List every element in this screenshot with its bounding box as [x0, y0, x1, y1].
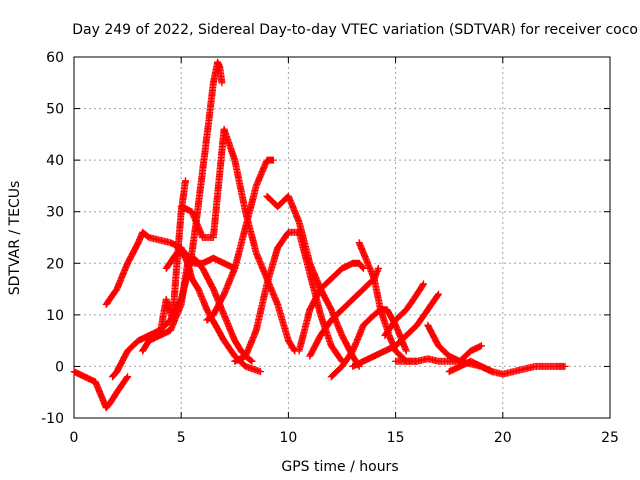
data-markers — [156, 177, 189, 339]
series-arc-4 — [139, 254, 256, 365]
x-tick-label: 20 — [494, 430, 512, 446]
series-arc-10 — [263, 192, 363, 370]
y-axis-label: SDTVAR / TECUs — [7, 181, 23, 296]
series-arc-1 — [70, 368, 132, 412]
data-markers — [162, 249, 239, 272]
chart-title: Day 249 of 2022, Sidereal Day-to-day VTE… — [72, 22, 638, 38]
series-arc-18 — [424, 321, 485, 365]
x-tick-label: 0 — [70, 430, 79, 446]
y-tick-label: 20 — [46, 256, 64, 272]
series-arc-5 — [156, 177, 189, 339]
series-arc-6 — [162, 249, 239, 272]
x-tick-label: 15 — [387, 430, 405, 446]
y-tick-label: -10 — [41, 411, 64, 427]
series-arc-11 — [295, 259, 367, 355]
data-markers — [445, 357, 496, 376]
data-markers — [263, 192, 363, 370]
x-axis-label: GPS time / hours — [281, 459, 398, 475]
series-arc-19 — [445, 357, 496, 376]
data-markers — [139, 254, 256, 365]
series-arc-7 — [177, 125, 299, 355]
series-arc-8 — [203, 156, 277, 324]
x-tick-label: 5 — [177, 430, 186, 446]
data-markers — [381, 280, 427, 339]
series-arc-16 — [349, 290, 442, 370]
data-markers — [349, 290, 442, 370]
plot-frame — [73, 56, 611, 419]
data-markers — [295, 259, 367, 355]
data-series — [70, 58, 569, 412]
x-tick-label: 25 — [601, 430, 619, 446]
y-tick-label: 30 — [46, 205, 64, 221]
series-arc-15 — [381, 280, 427, 339]
y-tick-label: 40 — [46, 153, 64, 169]
data-markers — [70, 368, 132, 412]
x-tick-label: 10 — [279, 430, 297, 446]
y-tick-label: 50 — [46, 102, 64, 118]
data-markers — [177, 125, 299, 355]
data-markers — [203, 156, 277, 324]
axis-ticks: 0 5 10 15 20 25 -10 0 10 20 30 40 50 60 — [41, 50, 619, 446]
y-tick-label: 0 — [55, 359, 64, 375]
data-markers — [424, 321, 485, 365]
y-tick-label: 10 — [46, 308, 64, 324]
y-tick-label: 60 — [46, 50, 64, 66]
